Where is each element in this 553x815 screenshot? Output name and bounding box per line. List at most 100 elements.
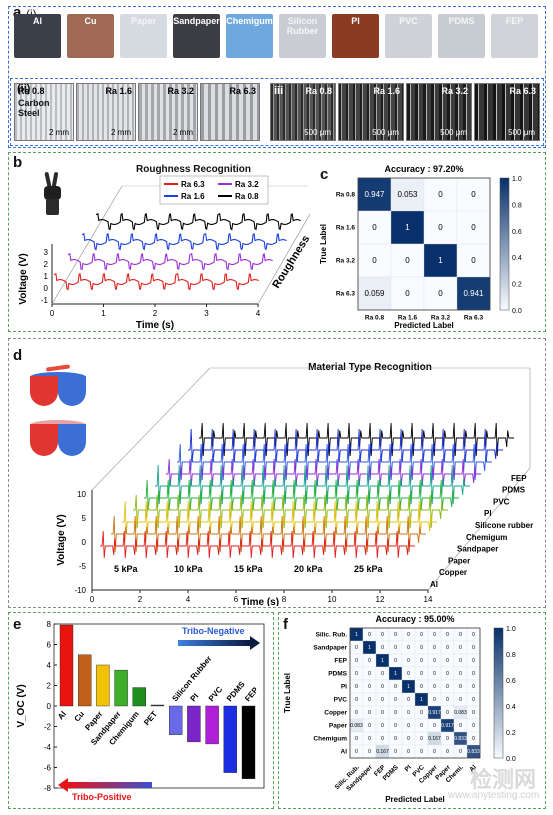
cm-value: 0 bbox=[381, 723, 384, 729]
material-label: PVC bbox=[493, 497, 510, 506]
material-photo: PI bbox=[332, 14, 379, 58]
panel-a bbox=[8, 6, 546, 148]
bar bbox=[59, 624, 74, 707]
cm-value: 0 bbox=[381, 710, 384, 716]
material-photo: PVC bbox=[385, 14, 432, 58]
cm-value: 0 bbox=[407, 671, 410, 677]
colorbar-tick: 1.0 bbox=[512, 176, 522, 183]
cm-value: 0 bbox=[394, 749, 397, 755]
series-al bbox=[100, 530, 415, 559]
y-axis-title: Voltage (V) bbox=[18, 253, 29, 304]
cm-value: 0 bbox=[420, 632, 423, 638]
material-photo: Cu bbox=[67, 14, 114, 58]
material-waterfall-chart: Material Type Recognition 0 2 4 6 8 10 12 14 Time… bbox=[56, 362, 533, 606]
series-sandpaper bbox=[133, 494, 448, 529]
cm-value: 0 bbox=[471, 256, 476, 265]
cm-value: 1 bbox=[438, 256, 443, 265]
cm-title: Accuracy : 97.20% bbox=[384, 164, 463, 174]
cm-value: 0 bbox=[472, 645, 475, 651]
material-label: Copper bbox=[439, 568, 467, 577]
cm-value: 0 bbox=[355, 697, 358, 703]
panel-b-label: b bbox=[13, 154, 23, 171]
watermark-cn: 检测网 bbox=[470, 767, 537, 792]
panel-a-sub-ii: (ii) bbox=[17, 83, 31, 95]
bar-category-label: Cu bbox=[72, 709, 86, 723]
series-copper bbox=[111, 515, 426, 553]
material-label: FEP bbox=[511, 474, 527, 483]
material-photo: Al bbox=[14, 14, 61, 58]
cm-col-label: Ra 3.2 bbox=[431, 315, 451, 322]
y-tick-label: 6 bbox=[47, 641, 52, 650]
cm-row-label: Paper bbox=[329, 723, 348, 730]
cm-value: 0.053 bbox=[397, 190, 418, 199]
steel-sample-ra08: (ii) Carbon Steel Ra 0.8 2 mm bbox=[14, 83, 74, 141]
colorbar-tick: 0.6 bbox=[506, 678, 516, 685]
cm-value: 0 bbox=[394, 684, 397, 690]
y-tick-label: -6 bbox=[44, 764, 52, 773]
y-tick-label: 4 bbox=[47, 661, 52, 670]
x-axis-title: Time (s) bbox=[241, 597, 279, 606]
x-tick-label: 6 bbox=[234, 595, 239, 604]
y-tick-label: 5 bbox=[82, 514, 87, 523]
cm-value: 0 bbox=[368, 658, 371, 664]
steel-scale: 2 mm bbox=[173, 128, 193, 137]
cm-value: 0 bbox=[433, 723, 436, 729]
material-photo-label: Paper bbox=[130, 16, 156, 26]
panel-e-label: e bbox=[13, 616, 22, 633]
legend-label: Ra 3.2 bbox=[235, 180, 259, 189]
micro-label: Ra 3.2 bbox=[441, 86, 468, 96]
cm-value: 0 bbox=[446, 710, 449, 716]
bar bbox=[205, 705, 219, 745]
axis-back-left bbox=[91, 367, 211, 491]
cm-cell bbox=[390, 276, 425, 311]
confusion-matrix-material: Accuracy : 95.00% 1 0 0 0 0 0 0 0 0 0 0 1 0 0 0 0 0 0 0 0 0 0 1… bbox=[283, 614, 516, 804]
y-tick-label: 0 bbox=[44, 284, 49, 293]
colorbar-tick: 0.0 bbox=[506, 756, 516, 763]
series-Ra32 bbox=[67, 252, 273, 271]
cm-value: 0 bbox=[459, 632, 462, 638]
series-pvc bbox=[177, 443, 492, 481]
cm-value: 0 bbox=[368, 697, 371, 703]
series-Ra63 bbox=[53, 272, 259, 291]
material-label: PI bbox=[484, 509, 492, 518]
y-tick-label: 0 bbox=[82, 538, 87, 547]
cm-value: 0 bbox=[381, 645, 384, 651]
cm-value: 0 bbox=[368, 632, 371, 638]
steel-label: Ra 6.3 bbox=[229, 86, 256, 96]
x-tick-label: 12 bbox=[376, 595, 385, 604]
micro-sample-ra16: Ra 1.6 500 μm bbox=[338, 83, 404, 141]
x-tick-label: 0 bbox=[90, 595, 95, 604]
colorbar-tick: 0.2 bbox=[512, 282, 522, 289]
cm-value: 0 bbox=[446, 684, 449, 690]
bar-category-label: PET bbox=[142, 709, 159, 727]
colorbar-tick: 0.4 bbox=[512, 255, 522, 262]
x-tick-label: 4 bbox=[186, 595, 191, 604]
bar-category-label: PI bbox=[189, 692, 201, 704]
cm-value: 0 bbox=[394, 645, 397, 651]
tribo-negative-label: Tribo-Negative bbox=[182, 626, 245, 636]
x-tick-label: 4 bbox=[256, 309, 261, 318]
material-label: Al bbox=[430, 580, 438, 589]
cm-value: 0 bbox=[355, 671, 358, 677]
material-photo-label: PVC bbox=[399, 16, 418, 26]
arrow-head-icon bbox=[250, 636, 260, 650]
y-tick-label: -10 bbox=[74, 586, 86, 595]
bar bbox=[96, 664, 110, 707]
material-photo: Chemigum bbox=[226, 14, 273, 58]
micro-sample-ra63: Ra 6.3 500 μm bbox=[474, 83, 540, 141]
panel-bc bbox=[8, 152, 546, 332]
cm-value: 0 bbox=[372, 256, 377, 265]
micro-label: Ra 0.8 bbox=[305, 86, 332, 96]
cm-value: 0 bbox=[472, 736, 475, 742]
x-axis-title: Time (s) bbox=[136, 320, 174, 331]
cm-value: 0 bbox=[446, 697, 449, 703]
pressure-label: 15 kPa bbox=[234, 564, 264, 574]
cm-value: 0.941 bbox=[463, 289, 484, 298]
colorbar-tick: 0.4 bbox=[506, 704, 516, 711]
bar bbox=[77, 654, 92, 707]
cm-cell bbox=[390, 243, 425, 278]
cm-value: 0 bbox=[438, 223, 443, 232]
tribo-positive-arrow bbox=[68, 782, 152, 788]
cm-row-label: Chemigum bbox=[313, 736, 347, 743]
